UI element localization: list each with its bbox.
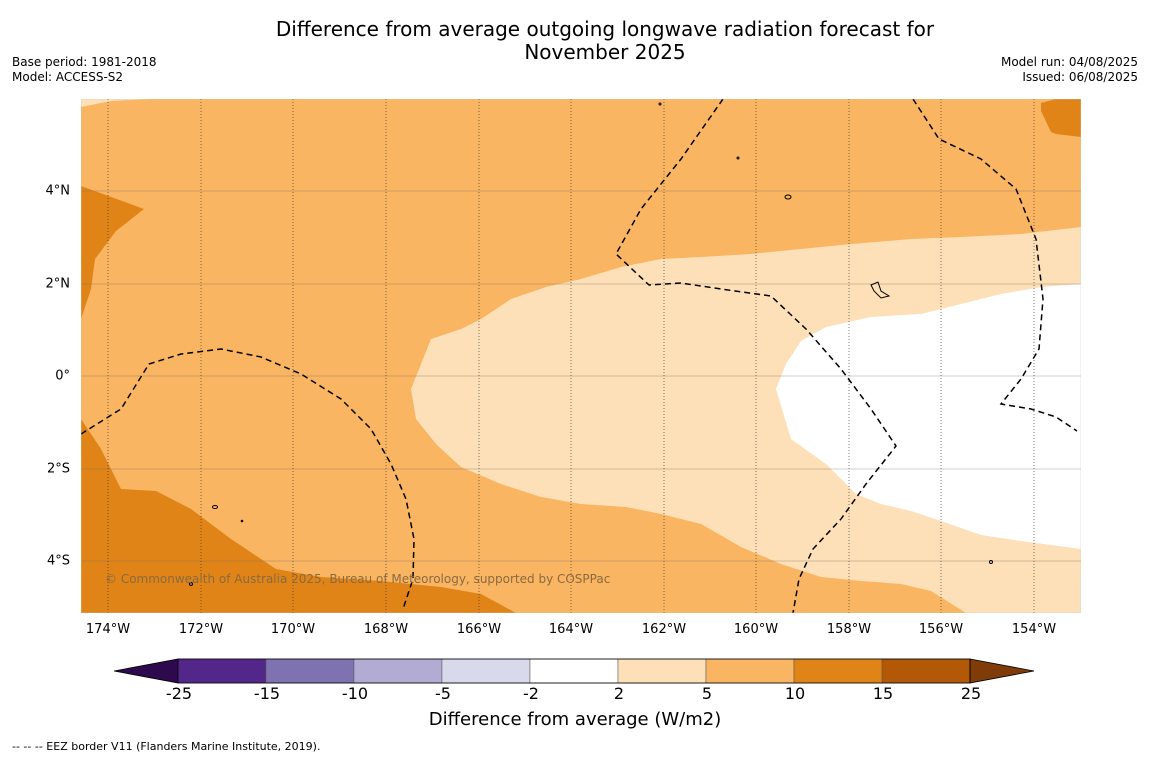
lon-label-172w: 172°W [178,622,224,637]
lat-label-4n: 4°N [45,183,71,199]
meta-right: Model run: 04/08/2025 Issued: 06/08/2025 [1001,55,1138,85]
band-10-15-west [81,186,144,319]
lat-label-2s: 2°S [46,461,70,477]
colorbar-svg [113,658,1035,684]
lon-label-156w: 156°W [918,622,964,637]
colorbar [113,658,1036,684]
cb-tick: 5 [701,684,713,703]
eez-footer-note: -- -- -- EEZ border V11 (Flanders Marine… [12,740,321,753]
colorbar-block [793,658,883,684]
lon-label-154w: 154°W [1011,622,1057,637]
lat-label-0: 0° [55,368,70,384]
cb-tick: 25 [960,684,982,703]
colorbar-block [353,658,443,684]
band-10-15-northeast [1041,99,1081,137]
cb-tick: -10 [341,684,369,703]
colorbar-frame [177,658,971,684]
title-line-2: November 2025 [524,40,686,64]
lat-gridlines [81,190,1081,562]
issued-date: Issued: 06/08/2025 [1022,70,1138,84]
colorbar-block [705,658,795,684]
lon-label-158w: 158°W [826,622,872,637]
cb-tick: -15 [253,684,281,703]
copyright-notice: © Commonwealth of Australia 2025, Bureau… [105,572,611,586]
cb-tick: 15 [872,684,894,703]
base-period: Base period: 1981-2018 [12,55,157,69]
cb-tick: 10 [784,684,806,703]
colorbar-title: Difference from average (W/m2) [428,709,722,730]
cb-tick: -25 [165,684,193,703]
cb-tick: -5 [435,684,451,703]
colorbar-block [265,658,355,684]
meta-left: Base period: 1981-2018 Model: ACCESS-S2 [12,55,157,85]
chart-title: Difference from average outgoing longwav… [200,18,1010,64]
map-svg [81,99,1081,613]
colorbar-extend-high [969,658,1035,684]
cb-tick: 2 [613,684,625,703]
lat-label-2n: 2°N [45,276,71,292]
colorbar-block [441,658,531,684]
band-minus2-2 [776,284,1081,549]
title-line-1: Difference from average outgoing longwav… [275,17,935,41]
lon-label-164w: 164°W [548,622,594,637]
lon-label-166w: 166°W [456,622,502,637]
eez-borders [81,99,1078,613]
colorbar-block [177,658,267,684]
lat-label-4s: 4°S [46,553,70,569]
band-10-15-southwest [81,419,516,613]
colorbar-block [617,658,707,684]
lon-label-170w: 170°W [270,622,316,637]
model-run: Model run: 04/08/2025 [1000,55,1138,69]
colorbar-block [529,658,619,684]
lon-label-160w: 160°W [733,622,779,637]
colorbar-blocks [113,658,1035,684]
band-2-5 [81,99,1081,613]
lon-label-162w: 162°W [641,622,687,637]
islands [189,102,993,586]
colorbar-extend-low [113,658,179,684]
lon-label-174w: 174°W [85,622,131,637]
colorbar-block [881,658,971,684]
cb-tick: -2 [523,684,539,703]
lon-label-168w: 168°W [363,622,409,637]
model-name: Model: ACCESS-S2 [12,70,124,84]
map-panel [81,99,1081,613]
